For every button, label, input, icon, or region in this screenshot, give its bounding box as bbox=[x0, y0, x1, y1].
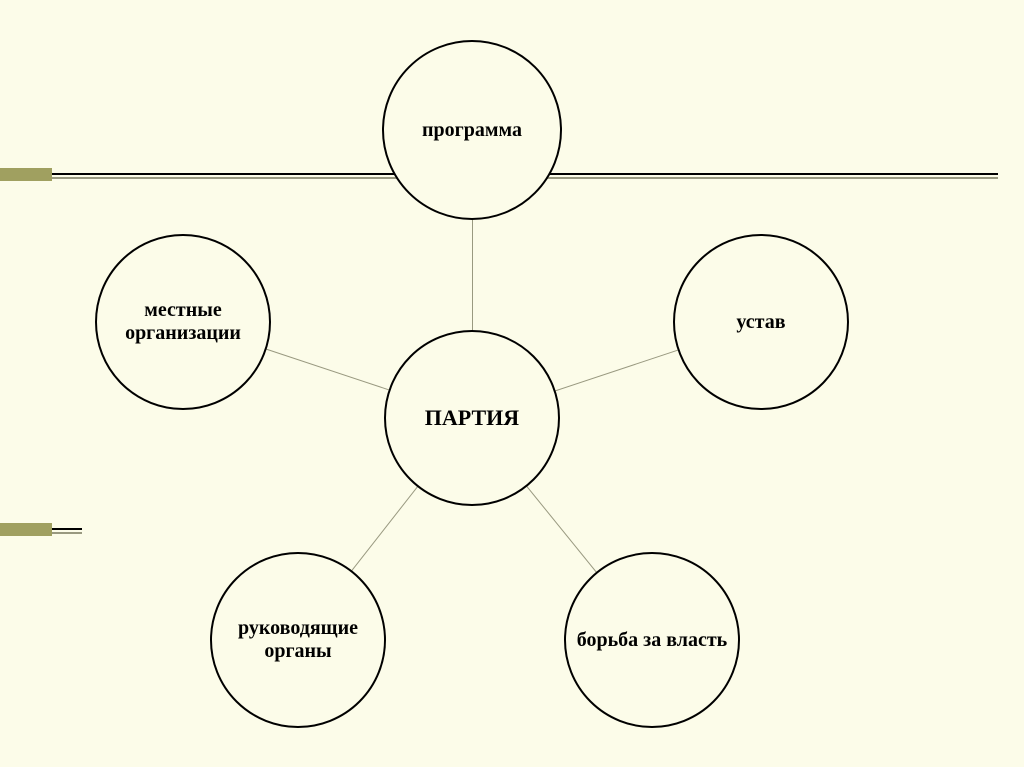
node-label-borba: борьба за власть bbox=[567, 629, 738, 652]
node-label-program: программа bbox=[412, 119, 532, 142]
node-rukovod: руководящие органы bbox=[210, 552, 386, 728]
diagram-container: программа устав борьба за власть руководящи… bbox=[0, 0, 1024, 767]
node-program: программа bbox=[382, 40, 562, 220]
node-label-rukovod: руководящие органы bbox=[212, 617, 384, 663]
node-center-label: ПАРТИЯ bbox=[425, 405, 519, 431]
node-borba: борьба за власть bbox=[564, 552, 740, 728]
node-mestnye: местные организации bbox=[95, 234, 271, 410]
node-center: ПАРТИЯ bbox=[384, 330, 560, 506]
node-ustav: устав bbox=[673, 234, 849, 410]
node-label-mestnye: местные организации bbox=[97, 299, 269, 345]
node-label-ustav: устав bbox=[726, 311, 795, 334]
